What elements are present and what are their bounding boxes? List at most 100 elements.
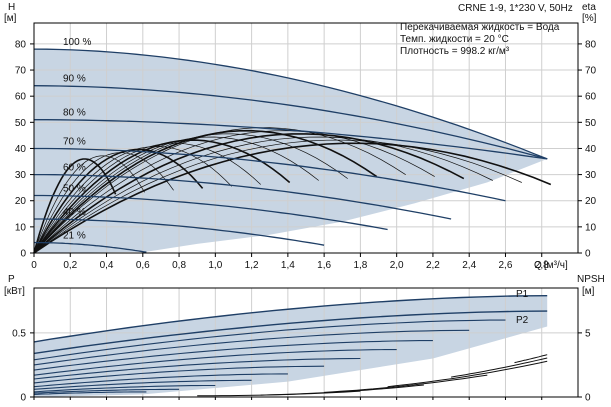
speed-label: 100 % xyxy=(63,37,91,48)
npsh-curve xyxy=(260,384,424,396)
x-axis-label: Q xyxy=(534,260,542,271)
efficiency-curve xyxy=(33,158,117,254)
efficiency-curve xyxy=(33,136,493,254)
y-tick-label: 0 xyxy=(20,393,26,404)
x-tick-label: 1,6 xyxy=(317,260,331,271)
y-tick-label: 80 xyxy=(15,39,27,50)
efficiency-curve xyxy=(33,152,174,254)
npsh-axis-label: NPSH xyxy=(577,274,605,285)
efficiency-curve xyxy=(33,148,204,254)
speed-label: 21 % xyxy=(63,231,86,242)
y2-tick-label: 40 xyxy=(585,144,597,155)
x-tick-label: 1,8 xyxy=(353,260,367,271)
efficiency-curve xyxy=(33,127,406,254)
axes xyxy=(30,22,582,257)
efficiency-curve xyxy=(33,133,348,254)
y-tick-label: 0.5 xyxy=(12,328,26,339)
axes xyxy=(30,287,582,400)
power-curve xyxy=(33,391,147,395)
head-curve xyxy=(33,48,548,160)
head-curve xyxy=(33,85,548,160)
x-tick-labels: 0 0,2 0,4 0,6 0,8 1,0 1,2 1,4 1,6 1,8 2,0 2,2 2,4 2,6… xyxy=(31,260,549,271)
y2-tick-label: 70 xyxy=(585,66,597,77)
head-efficiency-panel: 0 0,2 0,4 0,6 0,8 1,0 1,2 1,4 1,6 1,8 2,0 2,2 2,4 2,6… xyxy=(4,2,597,271)
x-tick-label: 1,2 xyxy=(245,260,259,271)
p1-label: P1 xyxy=(516,289,529,300)
head-curve xyxy=(34,147,506,202)
p2-label: P2 xyxy=(516,315,529,326)
y2-tick-label: 50 xyxy=(585,118,597,129)
head-curve xyxy=(33,241,147,253)
p1-curve xyxy=(33,295,548,343)
y2-axis-unit: [%] xyxy=(582,13,597,24)
efficiency-curves xyxy=(33,127,552,254)
efficiency-curve xyxy=(33,146,232,254)
grid xyxy=(33,23,578,254)
x-tick-label: 1,4 xyxy=(281,260,295,271)
power-axis-unit: [кВт] xyxy=(4,286,25,297)
power-axis-label: P xyxy=(8,274,15,285)
efficiency-curve xyxy=(33,142,552,254)
y2-tick-label: 0 xyxy=(585,249,591,260)
speed-label: 50 % xyxy=(63,184,86,195)
temperature-info: Темп. жидкости = 20 °C xyxy=(400,34,509,45)
y2-axis-label: eta xyxy=(582,2,596,13)
y-axis-unit: [м] xyxy=(4,13,17,24)
y2-tick-label: 30 xyxy=(585,170,597,181)
speed-label: 90 % xyxy=(63,74,86,85)
head-curve xyxy=(34,119,548,160)
power-curve xyxy=(33,329,470,366)
x-tick-label: 2,0 xyxy=(390,260,404,271)
x-tick-label: 2,4 xyxy=(462,260,476,271)
x-tick-label: 0 xyxy=(31,260,37,271)
y-tick-label: 60 xyxy=(15,92,27,103)
y-tick-label: 30 xyxy=(15,170,27,181)
y2-tick-labels: 05 xyxy=(585,328,591,403)
x-tick-label: 0,2 xyxy=(63,260,77,271)
chart-title: CRNE 1-9, 1*230 V, 50Hz xyxy=(458,3,573,14)
power-envelope xyxy=(34,295,548,397)
power-curve xyxy=(33,384,216,393)
speed-label: 60 % xyxy=(63,163,86,174)
y-tick-label: 50 xyxy=(15,118,27,129)
power-curve xyxy=(33,373,288,388)
efficiency-curve xyxy=(33,130,435,254)
x-tick-label: 2,2 xyxy=(426,260,440,271)
power-curve xyxy=(33,365,325,384)
y2-tick-label: 80 xyxy=(585,39,597,50)
npsh-curve xyxy=(451,357,548,378)
power-curve xyxy=(33,388,180,394)
power-curve xyxy=(33,340,433,371)
power-curve xyxy=(33,349,397,376)
npsh-curve xyxy=(324,374,488,393)
y2-tick-label: 10 xyxy=(585,222,597,233)
y2-tick-label: 0 xyxy=(585,393,591,404)
speed-label: 70 % xyxy=(63,136,86,147)
y-tick-label: 0 xyxy=(20,249,26,260)
x-tick-label: 1,0 xyxy=(208,260,222,271)
y2-tick-label: 60 xyxy=(585,92,597,103)
y-tick-label: 70 xyxy=(15,66,27,77)
density-info: Плотность = 998.2 кг/м³ xyxy=(400,46,510,57)
npsh-curve xyxy=(387,360,548,388)
npsh-axis-unit: [м] xyxy=(582,286,595,297)
x-tick-label: 2,6 xyxy=(499,260,513,271)
x-tick-label: 0,8 xyxy=(172,260,186,271)
efficiency-curve xyxy=(33,139,522,254)
npsh-curves xyxy=(197,354,548,397)
y-tick-labels: 00.5 xyxy=(12,328,26,403)
head-curve xyxy=(34,173,452,220)
y-tick-labels: 0 10 20 30 40 50 60 70 80 xyxy=(15,39,27,259)
y2-tick-label: 5 xyxy=(585,328,591,339)
fluid-info: Перекачиваемая жидкость = Вода xyxy=(400,22,560,33)
x-axis-unit: [м³/ч] xyxy=(544,260,568,271)
speed-label: 80 % xyxy=(63,108,86,119)
power-curve xyxy=(33,357,361,380)
power-curve xyxy=(33,379,252,390)
x-tick-label: 0,6 xyxy=(136,260,150,271)
power-curves xyxy=(33,295,548,395)
power-npsh-panel: 00.5 05 P [кВт] NPSH [м] P1 P2 xyxy=(4,274,605,404)
power-curve xyxy=(33,319,506,361)
y-axis-label: H xyxy=(8,2,15,13)
